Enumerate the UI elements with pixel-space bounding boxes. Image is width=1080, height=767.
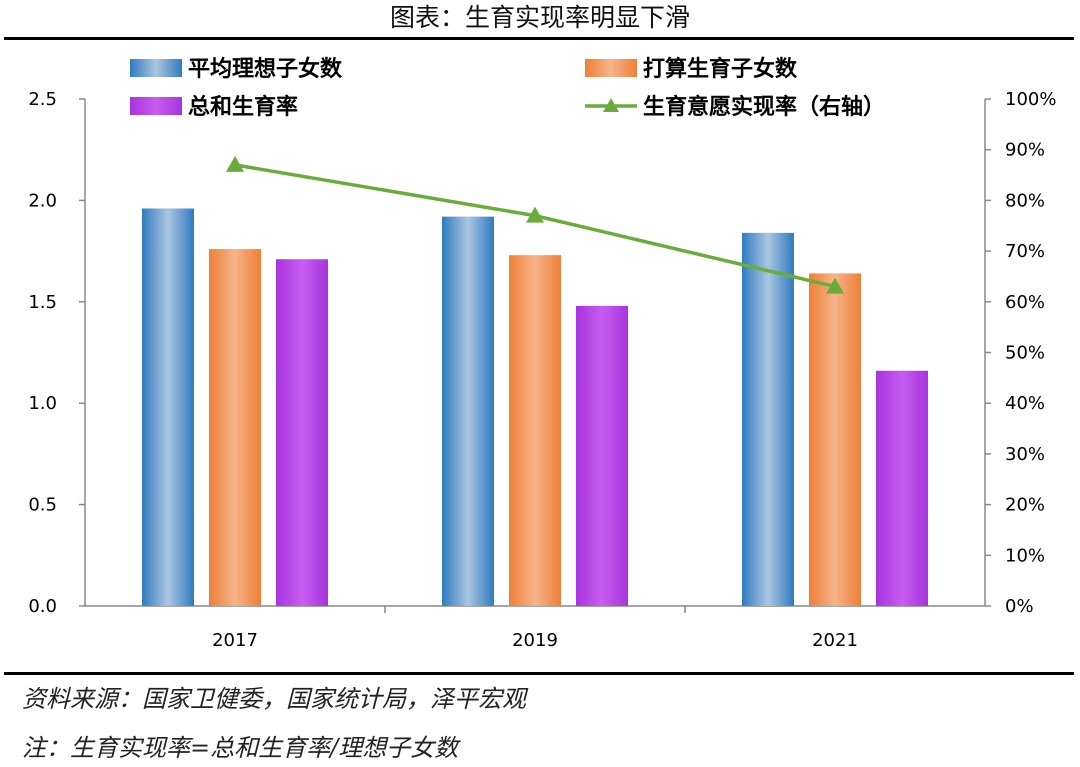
right-tick-label: 50%	[1005, 343, 1045, 364]
right-tick-label: 0%	[1005, 596, 1034, 617]
bar-tfr-2017	[276, 259, 328, 606]
bar-ideal-2021	[742, 232, 794, 606]
legend-swatch	[130, 59, 182, 77]
category-label: 2019	[512, 630, 558, 651]
rate-marker-2017	[226, 155, 244, 172]
source-note: 资料来源：国家卫健委，国家统计局，泽平宏观	[22, 685, 526, 713]
chart: 0.0 0.5 1.0 1.5 2.0 2.5 0% 10% 20% 30% 40% 50% 60% 70…	[28, 56, 1056, 651]
rate-marker-2019	[526, 206, 544, 223]
left-tick-label: 2.5	[28, 89, 57, 110]
bar-tfr-2021	[876, 370, 928, 606]
right-tick-label: 40%	[1005, 393, 1045, 414]
right-tick-label: 20%	[1005, 495, 1045, 516]
bar-ideal-2019	[442, 216, 494, 606]
bar-planned-2019	[509, 255, 561, 606]
right-tick-label: 90%	[1005, 140, 1045, 161]
left-tick-label: 0.5	[28, 495, 57, 516]
right-tick-label: 100%	[1005, 89, 1056, 110]
axes: 0.0 0.5 1.0 1.5 2.0 2.5 0% 10% 20% 30% 40% 50% 60% 70…	[28, 89, 1056, 651]
left-tick-label: 2.0	[28, 190, 57, 211]
legend-label: 打算生育子女数	[643, 56, 798, 82]
right-tick-label: 60%	[1005, 292, 1045, 313]
category-label: 2021	[812, 630, 858, 651]
legend-swatch	[130, 97, 182, 115]
right-tick-label: 30%	[1005, 444, 1045, 465]
left-tick-label: 1.0	[28, 393, 57, 414]
formula-note: 注：生育实现率=总和生育率/理想子女数	[22, 734, 459, 762]
bar-tfr-2019	[576, 305, 628, 606]
left-tick-label: 0.0	[28, 596, 57, 617]
right-tick-label: 10%	[1005, 545, 1045, 566]
right-tick-label: 80%	[1005, 190, 1045, 211]
category-label: 2017	[212, 630, 258, 651]
right-tick-label: 70%	[1005, 241, 1045, 262]
legend-label: 平均理想子女数	[188, 56, 343, 82]
top-rule	[4, 37, 1074, 40]
bar-planned-2021	[809, 273, 861, 606]
rate-marker-2021	[826, 277, 844, 294]
legend-label: 生育意愿实现率（右轴）	[643, 94, 885, 120]
rate-line	[226, 155, 844, 294]
bottom-rule	[4, 672, 1074, 675]
bar-planned-2017	[209, 249, 261, 606]
chart-title: 图表：生育实现率明显下滑	[389, 3, 690, 32]
bars	[142, 208, 928, 606]
left-tick-label: 1.5	[28, 292, 57, 313]
legend-swatch	[585, 59, 637, 77]
bar-ideal-2017	[142, 208, 194, 606]
legend-swatch-marker	[603, 98, 619, 112]
legend-label: 总和生育率	[188, 94, 298, 120]
